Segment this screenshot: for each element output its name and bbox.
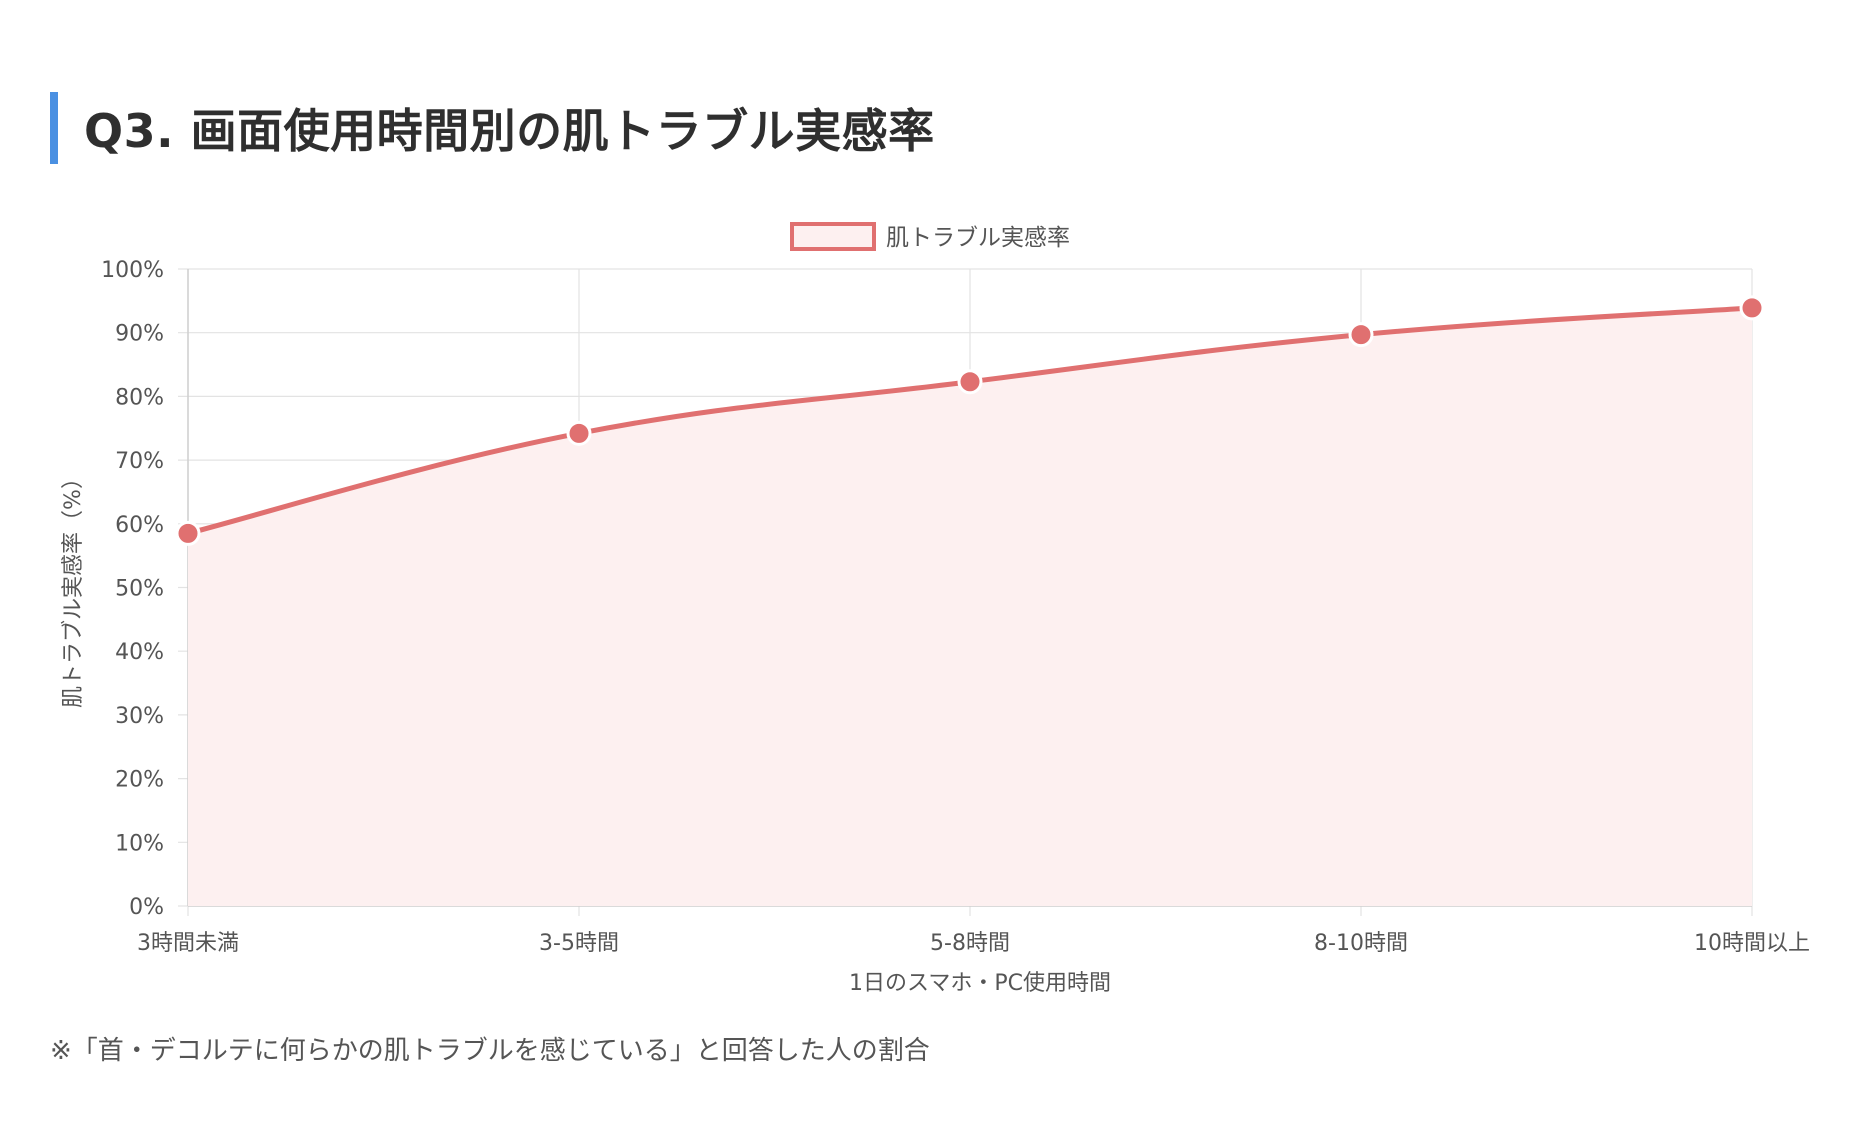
page-title: Q3. 画面使用時間別の肌トラブル実感率	[50, 92, 935, 164]
y-axis-label: 肌トラブル実感率（%）	[61, 467, 86, 708]
x-axis-label: 1日のスマホ・PC使用時間	[849, 971, 1111, 996]
y-axis-ticks: 0% 10% 20% 30% 40% 50% 60% 70% 80% 90% 100%	[101, 258, 164, 920]
data-point[interactable]	[1739, 295, 1765, 321]
y-tick-label: 90%	[115, 322, 164, 347]
y-tick-label: 50%	[115, 577, 164, 602]
data-point[interactable]	[957, 369, 983, 395]
y-tick-label: 80%	[115, 385, 164, 410]
y-tick-label: 30%	[115, 704, 164, 729]
page-title-text: Q3. 画面使用時間別の肌トラブル実感率	[84, 104, 935, 158]
legend[interactable]: 肌トラブル実感率	[790, 222, 1070, 251]
y-tick-label: 10%	[115, 831, 164, 856]
y-tick-label: 60%	[115, 513, 164, 538]
x-tick-label: 5-8時間	[930, 931, 1010, 956]
legend-label: 肌トラブル実感率	[886, 225, 1070, 251]
y-tick-label: 100%	[101, 258, 164, 283]
legend-swatch	[790, 222, 876, 251]
data-point[interactable]	[175, 520, 201, 546]
y-tick-label: 70%	[115, 449, 164, 474]
footnote: ※「首・デコルテに何らかの肌トラブルを感じている」と回答した人の割合	[50, 1036, 930, 1066]
data-points	[175, 295, 1765, 546]
x-tick-label: 3-5時間	[539, 931, 619, 956]
y-tick-label: 20%	[115, 768, 164, 793]
x-tick-label: 10時間以上	[1694, 931, 1810, 956]
x-axis-ticks: 3時間未満 3-5時間 5-8時間 8-10時間 10時間以上	[137, 931, 1810, 956]
data-point[interactable]	[1348, 322, 1374, 348]
data-point[interactable]	[566, 420, 592, 446]
y-tick-label: 40%	[115, 640, 164, 665]
y-tick-label: 0%	[129, 895, 164, 920]
series-area	[188, 307, 1752, 906]
x-tick-label: 3時間未満	[137, 931, 239, 956]
x-tick-label: 8-10時間	[1314, 931, 1408, 956]
